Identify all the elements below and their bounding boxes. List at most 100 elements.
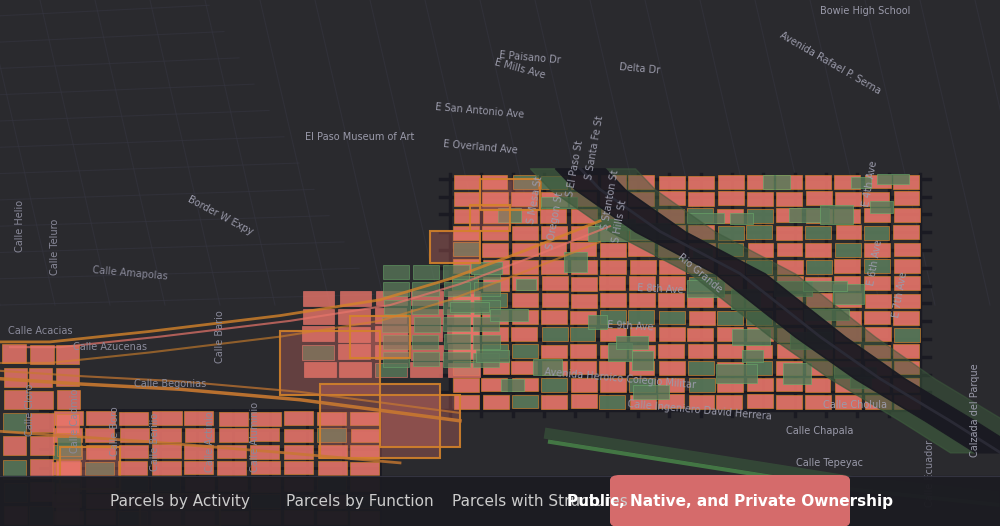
Bar [320,384,440,458]
Bar [480,179,540,210]
Bar [30,345,54,363]
Bar [588,226,628,241]
Bar [747,193,773,206]
Bar [52,494,81,508]
Bar [803,281,847,291]
Bar [119,444,148,458]
Bar [571,175,597,189]
Bar [317,478,346,491]
Bar [776,310,802,324]
Bar [453,259,479,273]
Bar [251,461,280,474]
Bar [30,413,54,432]
Bar [763,175,790,189]
Bar [570,344,596,358]
Bar [512,293,538,307]
Bar [219,428,248,442]
Bar [894,294,920,308]
Bar [718,260,744,274]
Bar [351,429,380,442]
Bar [482,344,508,358]
Bar [717,311,743,325]
Bar [350,316,410,358]
Bar [659,176,685,189]
Bar [633,385,669,399]
Bar [894,242,920,256]
Bar [834,276,860,290]
Text: S Mesa St: S Mesa St [526,175,544,225]
Bar [302,345,334,359]
Bar [218,478,247,491]
Bar [747,327,773,341]
Bar [864,276,890,290]
Bar [54,411,83,425]
Bar [29,368,52,387]
Bar [411,291,443,306]
Bar [56,368,79,387]
Bar [30,436,54,455]
Bar [56,414,79,432]
Bar [835,395,861,409]
Text: Calle Ecuador: Calle Ecuador [925,440,935,507]
Bar [251,510,280,524]
Bar [53,445,82,459]
Bar [454,310,480,324]
Bar [511,360,537,375]
Bar [834,367,876,378]
Bar [540,242,566,256]
Bar [570,242,596,256]
Bar [688,176,714,189]
Bar [777,343,803,358]
Bar [482,327,508,341]
Bar [834,175,860,189]
Bar [542,293,568,307]
Bar [747,175,773,189]
Bar [350,494,379,508]
Bar [742,350,763,362]
Bar [870,201,893,213]
Text: Calle Cadmio: Calle Cadmio [70,389,80,453]
Bar [836,226,861,239]
Text: E 8th Ave: E 8th Ave [637,283,683,296]
Bar [717,327,743,341]
Bar [350,462,379,475]
Bar [473,352,499,367]
Text: Border W Expy: Border W Expy [186,194,254,237]
Bar [776,208,801,222]
Bar [474,282,500,296]
Bar [629,209,655,223]
Bar [629,226,655,240]
Bar [835,378,861,392]
Text: Avenida Heroico Colegio Militar: Avenida Heroico Colegio Militar [544,367,696,390]
Bar [600,226,626,240]
Bar [628,175,654,189]
Bar [746,345,772,358]
Bar [541,310,567,324]
Bar [805,277,831,290]
Bar [151,511,180,525]
Bar [865,327,891,341]
Bar [338,309,370,324]
Bar [833,284,864,304]
Bar [85,462,114,475]
Bar [284,411,313,425]
Bar [864,208,890,222]
Bar [629,361,654,375]
Bar [541,193,567,206]
Bar [481,293,507,307]
Bar [718,191,744,205]
Bar [152,461,181,475]
Bar [453,361,479,376]
Bar [483,260,509,274]
Bar [789,208,829,222]
Bar [600,243,626,257]
Bar [512,378,538,391]
Bar [687,213,724,223]
Bar [687,294,713,307]
FancyBboxPatch shape [610,475,850,526]
Bar [630,223,670,239]
Text: E Overland Ave: E Overland Ave [442,139,518,156]
Bar [542,276,568,290]
Bar [894,208,920,222]
Bar [185,478,214,491]
